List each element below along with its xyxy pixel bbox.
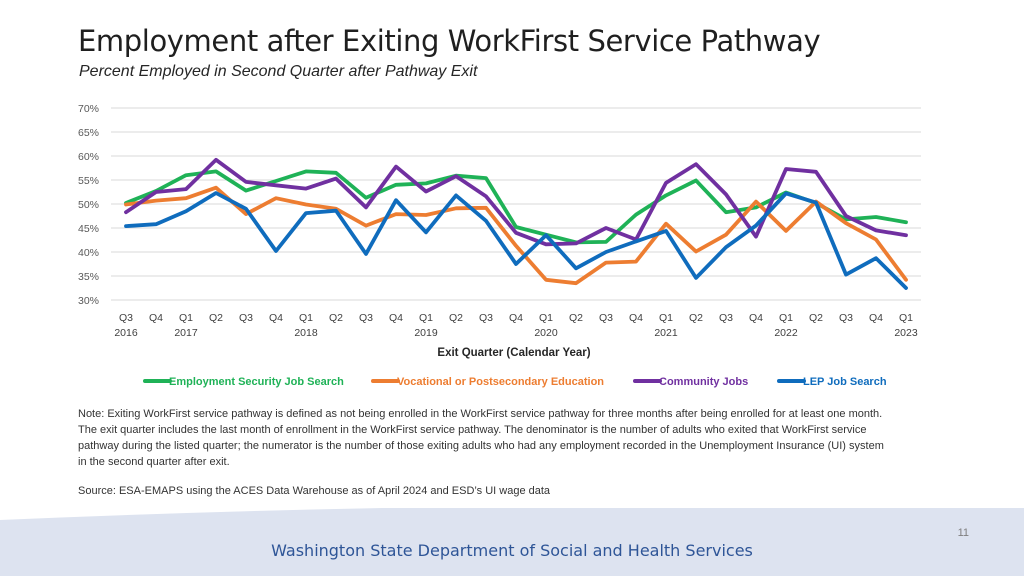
x-tick-label: Q3	[119, 312, 133, 324]
x-year-label: 2022	[774, 327, 798, 339]
y-tick-label: 60%	[78, 151, 99, 163]
x-tick-label: Q2	[569, 312, 583, 324]
x-year-label: 2017	[174, 327, 198, 339]
x-tick-label: Q4	[149, 312, 163, 324]
legend-label: LEP Job Search	[803, 376, 887, 388]
x-tick-label: Q1	[419, 312, 433, 324]
organization-name: Washington State Department of Social an…	[271, 541, 753, 560]
series-line-0	[124, 169, 908, 245]
x-tick-label: Q2	[209, 312, 223, 324]
page-subtitle: Percent Employed in Second Quarter after…	[79, 63, 478, 80]
y-tick-label: 35%	[78, 271, 99, 283]
page-title: Employment after Exiting WorkFirst Servi…	[78, 24, 821, 58]
x-tick-label: Q2	[329, 312, 343, 324]
y-tick-label: 55%	[78, 175, 99, 187]
x-axis-title: Exit Quarter (Calendar Year)	[437, 347, 590, 359]
y-tick-label: 30%	[78, 295, 99, 307]
x-tick-label: Q1	[899, 312, 913, 324]
x-tick-label: Q3	[599, 312, 613, 324]
x-tick-label: Q4	[389, 312, 403, 324]
x-tick-label: Q3	[239, 312, 253, 324]
footnote: Note: Exiting WorkFirst service pathway …	[78, 408, 884, 468]
x-tick-label: Q2	[449, 312, 463, 324]
x-tick-label: Q3	[359, 312, 373, 324]
x-tick-label: Q3	[839, 312, 853, 324]
line-chart: 30% 35% 40% 45% 50% 55% 60% 65% 70% Q3 Q4 Q1 Q2 Q3 Q4…	[78, 103, 921, 388]
x-year-label: 2018	[294, 327, 318, 339]
x-tick-label: Q1	[539, 312, 553, 324]
x-year-label: 2016	[114, 327, 138, 339]
x-year-label: 2019	[414, 327, 438, 339]
x-tick-label: Q2	[689, 312, 703, 324]
x-year-label: 2020	[534, 327, 558, 339]
footer-band	[0, 508, 1024, 576]
series-line-3	[124, 191, 908, 290]
x-year-label: 2023	[894, 327, 918, 339]
series-line-1	[124, 185, 908, 286]
page-number: 11	[957, 527, 969, 539]
y-tick-label: 70%	[78, 103, 99, 115]
legend-label: Community Jobs	[659, 376, 748, 388]
y-tick-label: 45%	[78, 223, 99, 235]
x-tick-label: Q4	[869, 312, 883, 324]
x-tick-label: Q4	[629, 312, 643, 324]
x-tick-label: Q4	[749, 312, 763, 324]
x-tick-label: Q1	[659, 312, 673, 324]
legend-label: Employment Security Job Search	[169, 376, 344, 388]
x-tick-label: Q3	[719, 312, 733, 324]
y-tick-label: 65%	[78, 127, 99, 139]
x-axis-ticks: Q3 Q4 Q1 Q2 Q3 Q4 Q1 Q2 Q3 Q4 Q1 Q2 Q3 Q4 Q1 Q2 Q3 Q4 Q1 Q2…	[114, 312, 918, 339]
y-tick-label: 50%	[78, 199, 99, 211]
y-axis-ticks: 30% 35% 40% 45% 50% 55% 60% 65% 70%	[78, 103, 99, 307]
source-note: Source: ESA-EMAPS using the ACES Data Wa…	[78, 485, 551, 497]
x-tick-label: Q1	[179, 312, 193, 324]
x-tick-label: Q2	[809, 312, 823, 324]
x-tick-label: Q4	[269, 312, 283, 324]
x-tick-label: Q3	[479, 312, 493, 324]
x-tick-label: Q1	[779, 312, 793, 324]
y-tick-label: 40%	[78, 247, 99, 259]
chart-series	[124, 157, 908, 290]
legend-label: Vocational or Postsecondary Education	[397, 376, 604, 388]
chart-legend: Employment Security Job Search Vocational…	[143, 376, 887, 388]
x-tick-label: Q1	[299, 312, 313, 324]
x-tick-label: Q4	[509, 312, 523, 324]
x-year-label: 2021	[654, 327, 678, 339]
series-line-2	[124, 157, 908, 247]
